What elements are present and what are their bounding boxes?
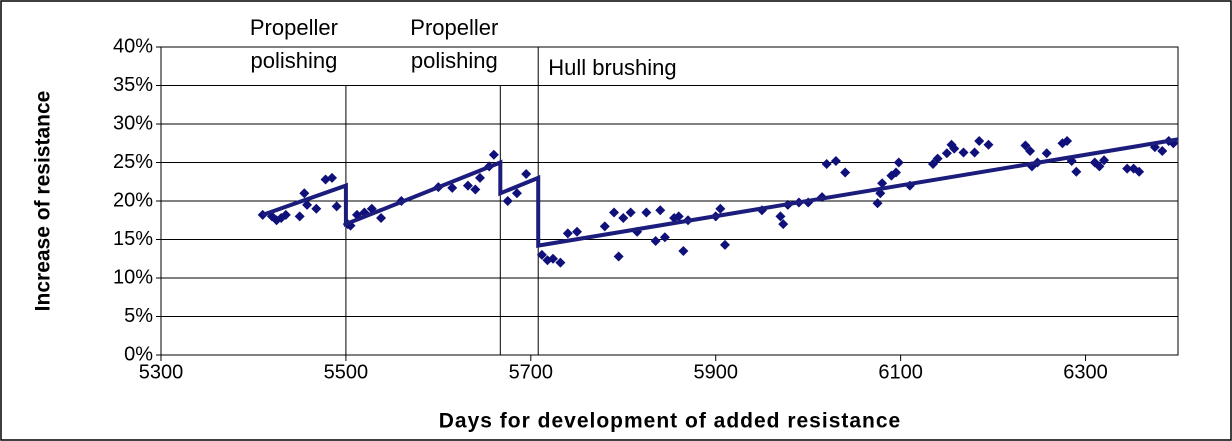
data-point [830,155,841,166]
data-point [1025,145,1036,156]
x-tick-label: 5500 [324,361,369,383]
data-point [376,212,387,223]
data-point [778,219,789,230]
data-point [521,169,532,180]
data-point [548,253,559,264]
y-tick-label: 20% [113,189,153,211]
data-point [555,257,566,268]
data-point [715,203,726,214]
data-point [969,147,980,158]
event-label: polishing [250,48,337,73]
event-label: Propeller [250,15,338,40]
data-point [299,188,310,199]
trend-line [262,137,1179,249]
data-point [327,172,338,183]
x-tick-label: 5300 [139,361,184,383]
y-tick-label: 25% [113,151,153,173]
data-point [1071,166,1082,177]
data-point [618,212,629,223]
data-point [821,159,832,170]
data-point [678,246,689,257]
y-tick-label: 0% [124,343,153,365]
data-point [1094,161,1105,172]
data-point [958,147,969,158]
x-tick-label: 6300 [1063,361,1108,383]
data-point [1157,145,1168,156]
data-point [659,232,670,243]
data-point [719,239,730,250]
data-point [311,203,322,214]
data-point [462,180,473,191]
data-point [294,211,305,222]
data-point [599,221,610,232]
data-point [891,167,902,178]
data-point [650,236,661,247]
data-point [474,172,485,183]
data-point [331,201,342,212]
data-point [1099,155,1110,166]
data-point [840,167,851,178]
data-point [927,159,938,170]
data-point [572,226,583,237]
y-tick-label: 15% [113,228,153,250]
data-point [1020,140,1031,151]
data-point [932,153,943,164]
data-point [488,149,499,160]
y-tick-label: 40% [113,35,153,57]
x-tick-label: 6100 [878,361,923,383]
data-point [613,251,624,262]
data-point [983,139,994,150]
x-tick-label: 5900 [693,361,738,383]
data-point [1122,163,1133,174]
y-axis-title: Increase of resistance [32,91,55,312]
y-tick-label: 10% [113,266,153,288]
data-point [872,198,883,209]
event-label: Propeller [410,15,498,40]
data-point [470,184,481,195]
data-point [511,188,522,199]
data-point [609,207,620,218]
data-point [641,207,652,218]
y-tick-label: 30% [113,112,153,134]
data-point [562,228,573,239]
data-point [447,182,458,193]
data-point [280,209,291,220]
data-point [1062,135,1073,146]
data-point [502,196,513,206]
data-point [673,211,684,222]
data-point [655,205,666,216]
data-point [302,199,313,210]
data-point [536,249,547,260]
data-point [949,143,960,154]
event-label: polishing [411,48,498,73]
data-point [625,207,636,218]
x-axis-title: Days for development of added resistance [439,410,901,433]
x-tick-label: 5700 [509,361,554,383]
y-tick-label: 5% [124,305,153,327]
data-point [974,135,985,146]
event-label: Hull brushing [548,55,676,80]
data-point [1134,166,1145,177]
data-point [1041,148,1052,159]
data-point [941,148,952,159]
y-tick-label: 35% [113,74,153,96]
data-point [877,178,888,189]
data-point [775,211,786,222]
data-point [893,157,904,168]
